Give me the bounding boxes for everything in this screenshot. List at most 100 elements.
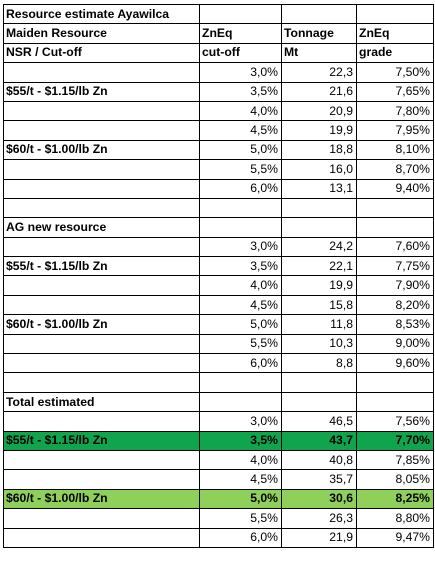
cutoff-cell: 4,5% [199, 294, 282, 316]
table-row: 6,0% 21,9 9,47% [3, 527, 434, 548]
tonnage-cell: 22,1 [281, 256, 357, 277]
section-title: AG new resource [3, 217, 200, 238]
cutoff-cell: 6,0% [199, 178, 282, 199]
column-header: ZnEq [199, 23, 282, 44]
row-label [3, 178, 200, 199]
tonnage-cell: 21,6 [281, 81, 357, 102]
table-row: 4,0% 20,9 7,80% [3, 100, 434, 122]
tonnage-cell: 19,9 [281, 120, 357, 141]
column-header: grade [356, 42, 434, 64]
row-label [3, 236, 200, 258]
row-label: $55/t - $1.15/lb Zn [3, 430, 200, 451]
table-row: 5,5% 16,0 8,70% [3, 159, 434, 180]
resource-estimate-table: Resource estimate Ayawilca Maiden Resour… [3, 3, 434, 548]
row-label: $55/t - $1.15/lb Zn [3, 256, 200, 277]
grade-cell: 7,75% [356, 256, 434, 277]
cutoff-cell: 4,5% [199, 120, 282, 141]
row-label [3, 449, 200, 471]
row-label: $60/t - $1.00/lb Zn [3, 314, 200, 335]
row-label [3, 333, 200, 355]
row-label [3, 120, 200, 141]
grade-cell: 8,20% [356, 294, 434, 316]
row-label [3, 353, 200, 374]
grade-cell: 7,80% [356, 100, 434, 122]
table-row: 4,5% 35,7 8,05% [3, 469, 434, 490]
grade-cell: 7,56% [356, 411, 434, 432]
row-label: $60/t - $1.00/lb Zn [3, 488, 200, 510]
cutoff-cell: 5,0% [199, 488, 282, 510]
grade-cell: 8,25% [356, 488, 434, 510]
table-row: 3,0% 24,2 7,60% [3, 236, 434, 258]
row-label: $60/t - $1.00/lb Zn [3, 139, 200, 161]
cutoff-cell: 6,0% [199, 527, 282, 548]
table-row: 3,0% 22,3 7,50% [3, 62, 434, 83]
grade-cell: 7,90% [356, 275, 434, 296]
grade-cell: 8,53% [356, 314, 434, 335]
grade-cell: 7,60% [356, 236, 434, 258]
cutoff-cell: 4,5% [199, 469, 282, 490]
table-row: 6,0% 8,8 9,60% [3, 353, 434, 374]
grade-cell: 8,80% [356, 508, 434, 529]
grade-cell: 9,00% [356, 333, 434, 355]
table-title: Resource estimate Ayawilca [3, 3, 200, 25]
cutoff-cell: 5,0% [199, 314, 282, 335]
column-header: cut-off [199, 42, 282, 64]
tonnage-cell: 16,0 [281, 159, 357, 180]
grade-cell: 7,85% [356, 449, 434, 471]
tonnage-cell: 18,8 [281, 139, 357, 161]
table-title-row: Resource estimate Ayawilca [3, 3, 434, 25]
section-label: Maiden Resource [3, 23, 200, 44]
cutoff-cell: 4,0% [199, 275, 282, 296]
row-label [3, 100, 200, 122]
table-row: $55/t - $1.15/lb Zn 3,5% 21,6 7,65% [3, 81, 434, 102]
grade-cell: 9,47% [356, 527, 434, 548]
tonnage-cell: 20,9 [281, 100, 357, 122]
row-label [3, 469, 200, 490]
row-label [3, 508, 200, 529]
cutoff-cell: 3,0% [199, 411, 282, 432]
column-header: Mt [281, 42, 357, 64]
tonnage-cell: 30,6 [281, 488, 357, 510]
grade-cell: 8,70% [356, 159, 434, 180]
row-label [3, 294, 200, 316]
table-row: 4,5% 15,8 8,20% [3, 294, 434, 316]
column-header: NSR / Cut-off [3, 42, 200, 64]
row-label [3, 527, 200, 548]
highlighted-row-55: $55/t - $1.15/lb Zn 3,5% 43,7 7,70% [3, 430, 434, 451]
section-title-row: Total estimated [3, 391, 434, 413]
cutoff-cell: 4,0% [199, 100, 282, 122]
tonnage-cell: 13,1 [281, 178, 357, 199]
grade-cell: 8,10% [356, 139, 434, 161]
column-header: Tonnage [281, 23, 357, 44]
section-title-row: AG new resource [3, 217, 434, 238]
grade-cell: 7,95% [356, 120, 434, 141]
table-row: 4,0% 19,9 7,90% [3, 275, 434, 296]
row-label [3, 62, 200, 83]
row-label [3, 159, 200, 180]
row-label [3, 411, 200, 432]
table-row: 4,5% 19,9 7,95% [3, 120, 434, 141]
header-row: Maiden Resource ZnEq Tonnage ZnEq [3, 23, 434, 44]
tonnage-cell: 24,2 [281, 236, 357, 258]
highlighted-row-60: $60/t - $1.00/lb Zn 5,0% 30,6 8,25% [3, 488, 434, 510]
cutoff-cell: 5,0% [199, 139, 282, 161]
cutoff-cell: 3,5% [199, 81, 282, 102]
tonnage-cell: 40,8 [281, 449, 357, 471]
grade-cell: 7,50% [356, 62, 434, 83]
cutoff-cell: 3,5% [199, 256, 282, 277]
table-row: $60/t - $1.00/lb Zn 5,0% 11,8 8,53% [3, 314, 434, 335]
grade-cell: 9,40% [356, 178, 434, 199]
tonnage-cell: 22,3 [281, 62, 357, 83]
column-header: ZnEq [356, 23, 434, 44]
section-title: Total estimated [3, 391, 200, 413]
row-label: $55/t - $1.15/lb Zn [3, 81, 200, 102]
cutoff-cell: 5,5% [199, 159, 282, 180]
tonnage-cell: 21,9 [281, 527, 357, 548]
grade-cell: 8,05% [356, 469, 434, 490]
table-row: 5,5% 10,3 9,00% [3, 333, 434, 355]
cutoff-cell: 4,0% [199, 449, 282, 471]
table-row: 5,5% 26,3 8,80% [3, 508, 434, 529]
table-row: $55/t - $1.15/lb Zn 3,5% 22,1 7,75% [3, 256, 434, 277]
table-row: 3,0% 46,5 7,56% [3, 411, 434, 432]
table-row: 6,0% 13,1 9,40% [3, 178, 434, 199]
